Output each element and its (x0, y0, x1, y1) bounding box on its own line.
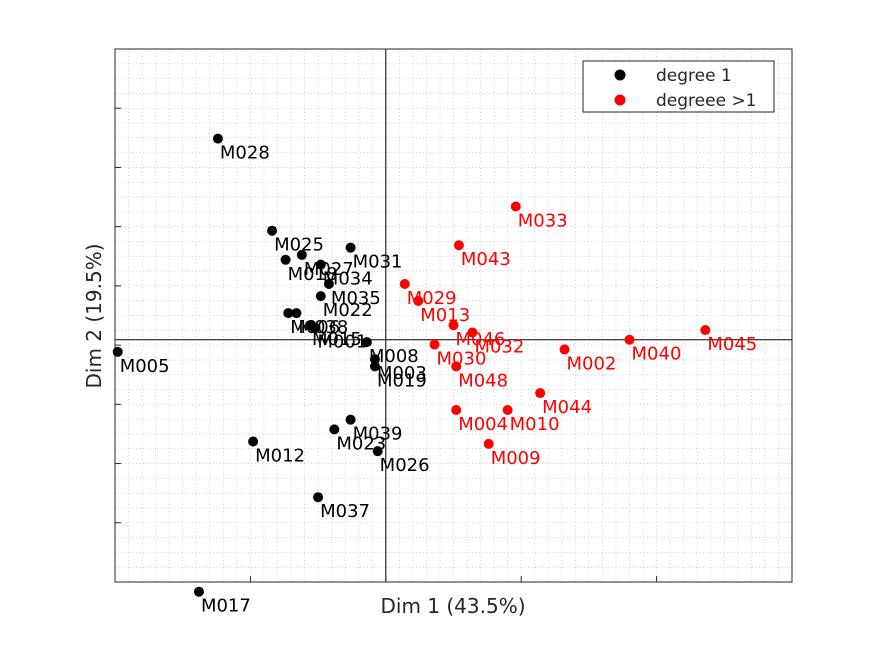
point-label-m034: M034 (323, 269, 373, 290)
point-label-m032: M032 (474, 336, 524, 357)
point-m008 (361, 337, 372, 348)
point-label-m004: M004 (458, 414, 508, 435)
point-label-m039: M039 (353, 424, 403, 445)
point-m002 (559, 344, 570, 355)
point-label-m045: M045 (707, 334, 757, 355)
point-label-m008: M008 (369, 346, 419, 367)
point-m030 (429, 339, 440, 350)
point-m046 (448, 320, 459, 331)
point-label-m028: M028 (220, 143, 270, 164)
point-m045 (700, 325, 711, 336)
point-m005 (112, 346, 123, 357)
point-label-m017: M017 (201, 596, 251, 617)
point-label-m006: M006 (290, 317, 340, 338)
point-m025 (267, 225, 278, 236)
point-label-m044: M044 (542, 397, 592, 418)
point-m012 (248, 436, 259, 447)
point-label-m026: M026 (380, 455, 430, 476)
point-m017 (193, 586, 204, 597)
point-label-m010: M010 (510, 414, 560, 435)
point-m034 (315, 259, 326, 270)
point-label-m015: M015 (312, 329, 362, 350)
point-label-m019: M019 (377, 370, 427, 391)
point-m037 (313, 492, 324, 503)
y-axis-title: Dim 2 (19.5%) (82, 243, 106, 388)
point-label-m005: M005 (120, 356, 170, 377)
axis-ticks (115, 107, 658, 582)
point-m009 (483, 438, 494, 449)
point-label-m023: M023 (336, 433, 386, 454)
point-label-m025: M025 (274, 235, 324, 256)
point-label-m018: M018 (288, 264, 338, 285)
point-label-m048: M048 (458, 370, 508, 391)
point-label-m002: M002 (567, 353, 617, 374)
point-m010 (502, 404, 513, 415)
point-label-m013: M013 (420, 305, 470, 326)
point-label-m001: M001 (317, 332, 367, 353)
point-label-m046: M046 (456, 329, 506, 350)
point-m022 (315, 291, 326, 302)
legend-marker-degree-gt1 (614, 94, 626, 106)
point-m040 (624, 334, 635, 345)
legend-label-degree-1: degree 1 (656, 66, 732, 86)
point-label-m027: M027 (304, 259, 354, 280)
point-m027 (296, 249, 307, 260)
point-m038 (291, 308, 302, 319)
legend: degree 1 degreee >1 (582, 60, 775, 113)
point-label-m037: M037 (320, 501, 370, 522)
point-m032 (467, 327, 478, 338)
point-label-m009: M009 (491, 448, 541, 469)
point-label-m038: M038 (298, 317, 348, 338)
point-m028 (212, 133, 223, 144)
point-label-m035: M035 (331, 288, 381, 309)
point-m029 (399, 279, 410, 290)
point-m006 (283, 308, 294, 319)
point-label-m022: M022 (323, 300, 373, 321)
point-label-m031: M031 (353, 252, 403, 273)
point-label-m030: M030 (437, 349, 487, 370)
point-labels: M028 M025 M031M027M018M034M035M022M038M006… (120, 143, 758, 617)
point-m033 (510, 201, 521, 212)
point-m003 (369, 354, 380, 365)
point-m039 (345, 414, 356, 425)
point-m031 (345, 242, 356, 253)
point-label-m029: M029 (407, 288, 457, 309)
point-label-m033: M033 (518, 210, 568, 231)
point-label-m043: M043 (461, 249, 511, 270)
data-points (112, 133, 711, 597)
point-label-m040: M040 (632, 344, 682, 365)
point-m035 (323, 279, 334, 290)
point-m019 (369, 361, 380, 372)
point-m044 (535, 388, 546, 399)
point-m026 (372, 446, 383, 457)
reference-lines (115, 49, 792, 582)
point-m018 (280, 254, 291, 265)
point-label-m003: M003 (377, 363, 427, 384)
legend-label-degree-gt1: degreee >1 (656, 91, 757, 111)
point-m023 (329, 424, 340, 435)
point-m043 (453, 240, 464, 251)
point-m013 (413, 295, 424, 306)
legend-marker-degree-1 (614, 69, 626, 81)
point-label-m012: M012 (255, 445, 305, 466)
plot-frame (114, 48, 793, 583)
legend-box (582, 60, 775, 113)
point-m004 (451, 404, 462, 415)
x-axis-title: Dim 1 (43.5%) (380, 594, 525, 618)
point-m001 (310, 322, 321, 333)
point-m048 (451, 361, 462, 372)
